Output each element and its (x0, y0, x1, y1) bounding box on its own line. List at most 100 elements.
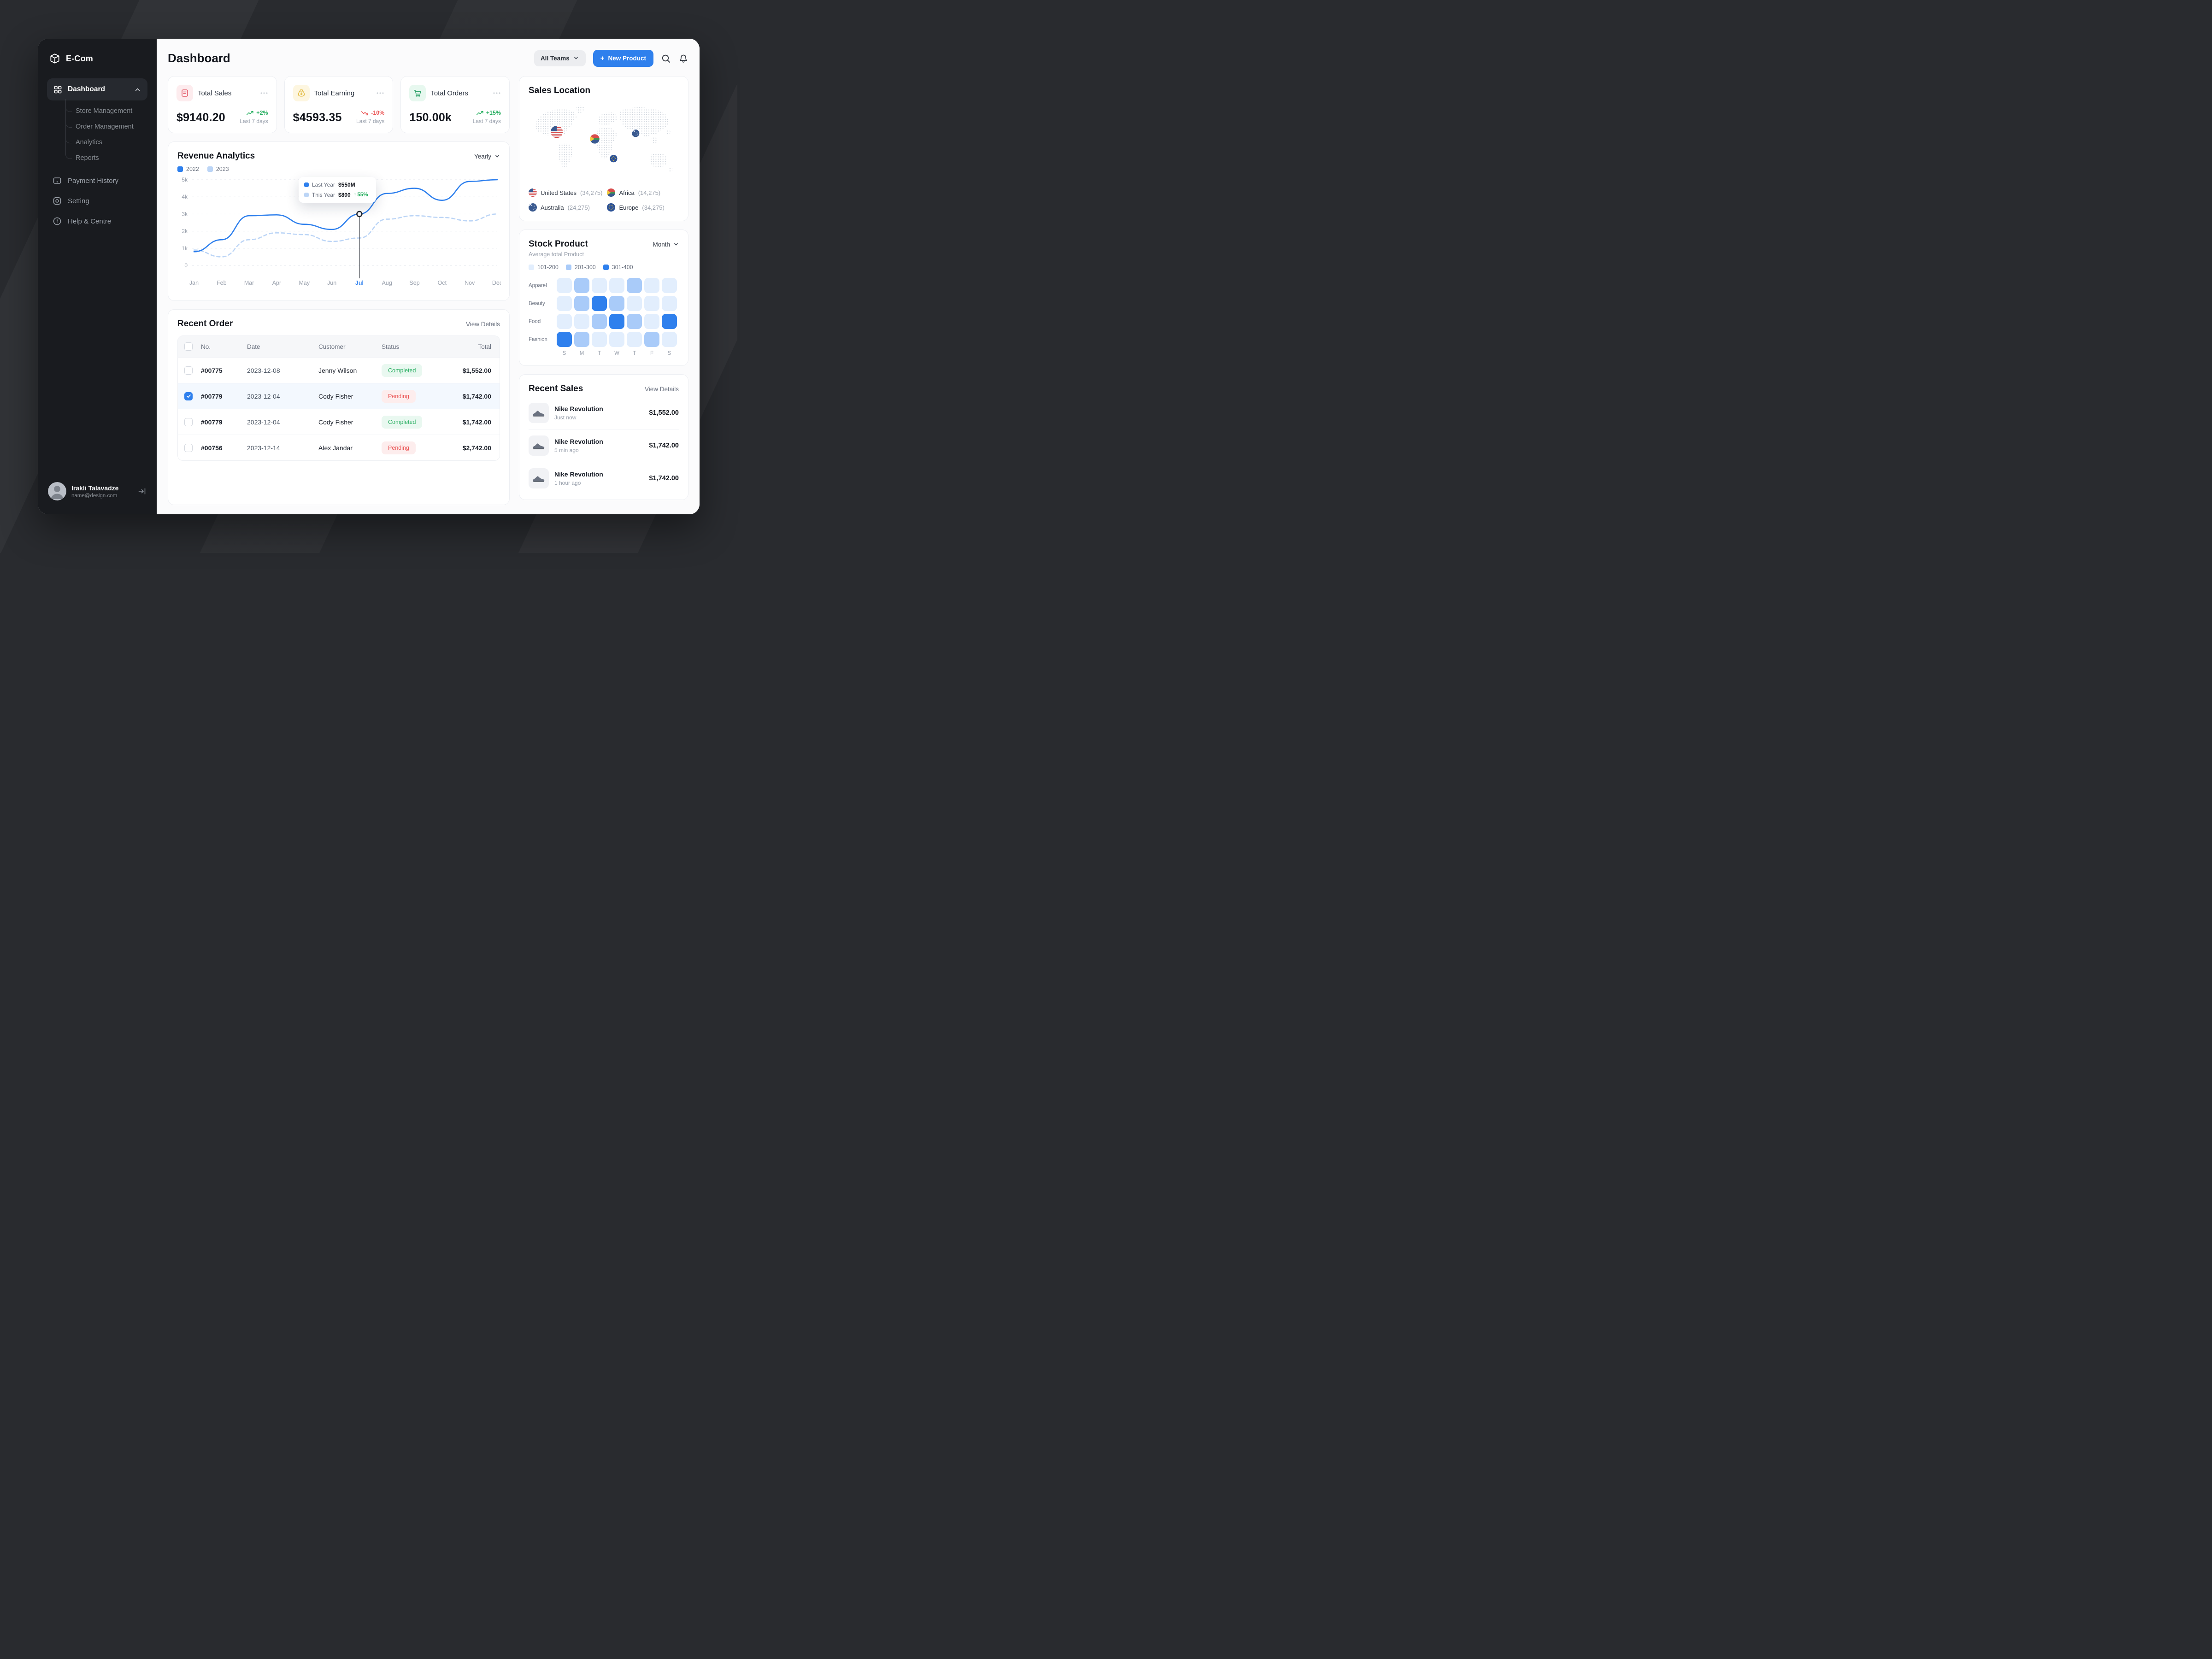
heatmap-cell[interactable] (662, 332, 677, 347)
stat-card: Total Sales $9140.20 +2% Last 7 days (168, 76, 277, 133)
sales-location-card: Sales Location United States (34,275) Afri… (519, 76, 688, 221)
logout-icon[interactable] (137, 487, 147, 496)
order-customer: Cody Fisher (318, 392, 353, 400)
sidebar-sub-item[interactable]: Reports (65, 146, 147, 166)
svg-text:1k: 1k (182, 245, 188, 252)
more-options-button[interactable] (376, 90, 384, 96)
sidebar-item-dashboard[interactable]: Dashboard (47, 78, 147, 100)
chart-title: Revenue Analytics (177, 151, 255, 161)
chart-area: 0 1k 2k 3k 4k 5k Jan Feb Mar Apr May Jun Jul Aug Sep Oc… (177, 173, 501, 291)
sales-icon (176, 85, 193, 101)
svg-text:Aug: Aug (382, 280, 392, 286)
heatmap-cell[interactable] (662, 314, 677, 329)
heatmap-cell[interactable] (574, 332, 589, 347)
sidebar-sub-item[interactable]: Store Management (65, 99, 147, 119)
stock-period-selector[interactable]: Month (653, 241, 679, 248)
heatmap-cell[interactable] (644, 332, 659, 347)
heatmap-cell[interactable] (627, 314, 642, 329)
heatmap-cell[interactable] (592, 314, 607, 329)
heatmap-cell[interactable] (574, 278, 589, 293)
svg-text:Jun: Jun (327, 280, 336, 286)
sidebar: E-Com Dashboard Store Management Order Ma… (38, 39, 157, 514)
heatmap-cell[interactable] (627, 296, 642, 311)
sidebar-item-help[interactable]: Help & Centre (47, 211, 147, 231)
orders-title: Recent Order (177, 319, 233, 329)
chart-period-selector[interactable]: Yearly (474, 153, 500, 160)
select-all-checkbox[interactable] (184, 342, 193, 351)
heatmap-cell[interactable] (627, 332, 642, 347)
setting-icon (53, 196, 62, 206)
notifications-icon[interactable] (678, 53, 688, 64)
sidebar-item-setting[interactable]: Setting (47, 191, 147, 211)
list-item[interactable]: Nike Revolution 5 min ago $1,742.00 (529, 429, 679, 462)
user-profile[interactable]: Irakli Talavadze name@design.com (47, 480, 147, 502)
row-checkbox[interactable] (184, 443, 193, 452)
more-options-button[interactable] (493, 90, 501, 96)
heatmap-col-label: S (667, 351, 671, 356)
status-badge: Completed (382, 364, 423, 377)
orders-body: #00775 2023-12-08 Jenny Wilson Completed $1,… (178, 357, 500, 460)
chevron-up-icon (134, 86, 141, 93)
teams-dropdown[interactable]: All Teams (534, 50, 586, 66)
location-count: (14,275) (638, 189, 661, 196)
stat-card: Total Orders 150.00k +15% Last 7 days (400, 76, 510, 133)
search-icon[interactable] (661, 53, 671, 64)
heatmap-cell[interactable] (592, 296, 607, 311)
orders-table: No. Date Customer Status Total #00775 2023-12… (177, 335, 500, 461)
table-row[interactable]: #00779 2023-12-04 Cody Fisher Pending $1,742… (178, 383, 500, 409)
heatmap-cell[interactable] (557, 278, 572, 293)
heatmap-cell[interactable] (644, 314, 659, 329)
sidebar-sub-item[interactable]: Order Management (65, 115, 147, 135)
status-badge: Pending (382, 389, 416, 403)
order-customer: Jenny Wilson (318, 366, 357, 374)
row-checkbox[interactable] (184, 392, 193, 400)
order-total: $1,742.00 (462, 392, 491, 400)
location-name: Africa (619, 189, 635, 196)
heatmap-cell[interactable] (662, 296, 677, 311)
svg-text:Apr: Apr (272, 280, 281, 286)
heatmap-cell[interactable] (592, 332, 607, 347)
new-product-button[interactable]: + New Product (593, 50, 653, 67)
stock-title: Stock Product (529, 239, 588, 249)
heatmap-cell[interactable] (609, 332, 624, 347)
table-row[interactable]: #00779 2023-12-04 Cody Fisher Completed $1,7… (178, 409, 500, 435)
row-checkbox[interactable] (184, 366, 193, 375)
heatmap-cell[interactable] (557, 296, 572, 311)
user-name: Irakli Talavadze (71, 484, 119, 492)
row-checkbox[interactable] (184, 418, 193, 426)
legend-item: 201-300 (565, 264, 596, 271)
table-row[interactable]: #00775 2023-12-08 Jenny Wilson Completed $1,… (178, 357, 500, 383)
heatmap-cell[interactable] (662, 278, 677, 293)
orders-view-details-link[interactable]: View Details (465, 320, 500, 328)
heatmap-cell[interactable] (609, 314, 624, 329)
order-no: #00775 (201, 366, 223, 374)
sidebar-sub-item[interactable]: Analytics (65, 130, 147, 150)
heatmap-cell[interactable] (609, 296, 624, 311)
svg-text:Sep: Sep (409, 280, 419, 286)
brand-name: E-Com (66, 53, 93, 63)
new-product-label: New Product (608, 55, 646, 62)
product-image (529, 403, 549, 423)
sale-time: 1 hour ago (554, 480, 581, 486)
more-options-button[interactable] (260, 90, 268, 96)
sidebar-item-label: Setting (68, 197, 89, 205)
list-item[interactable]: Nike Revolution Just now $1,552.00 (529, 397, 679, 429)
heatmap-cell[interactable] (609, 278, 624, 293)
chart-legend: 2022 2023 (177, 166, 500, 172)
heatmap-cell[interactable] (644, 296, 659, 311)
sidebar-item-payment[interactable]: Payment History (47, 171, 147, 191)
heatmap-cell[interactable] (557, 314, 572, 329)
heatmap-cell[interactable] (557, 332, 572, 347)
sales-view-details-link[interactable]: View Details (644, 385, 679, 393)
heatmap-cell[interactable] (574, 296, 589, 311)
chevron-down-icon (673, 241, 679, 247)
chart-period-label: Yearly (474, 153, 491, 160)
legend-item: 2023 (207, 166, 229, 172)
heatmap-cell[interactable] (592, 278, 607, 293)
heatmap-cell[interactable] (627, 278, 642, 293)
heatmap-cell[interactable] (644, 278, 659, 293)
europe-flag-icon (607, 203, 616, 212)
heatmap-cell[interactable] (574, 314, 589, 329)
table-row[interactable]: #00756 2023-12-14 Alex Jandar Pending $2,742… (178, 435, 500, 460)
list-item[interactable]: Nike Revolution 1 hour ago $1,742.00 (529, 462, 679, 490)
